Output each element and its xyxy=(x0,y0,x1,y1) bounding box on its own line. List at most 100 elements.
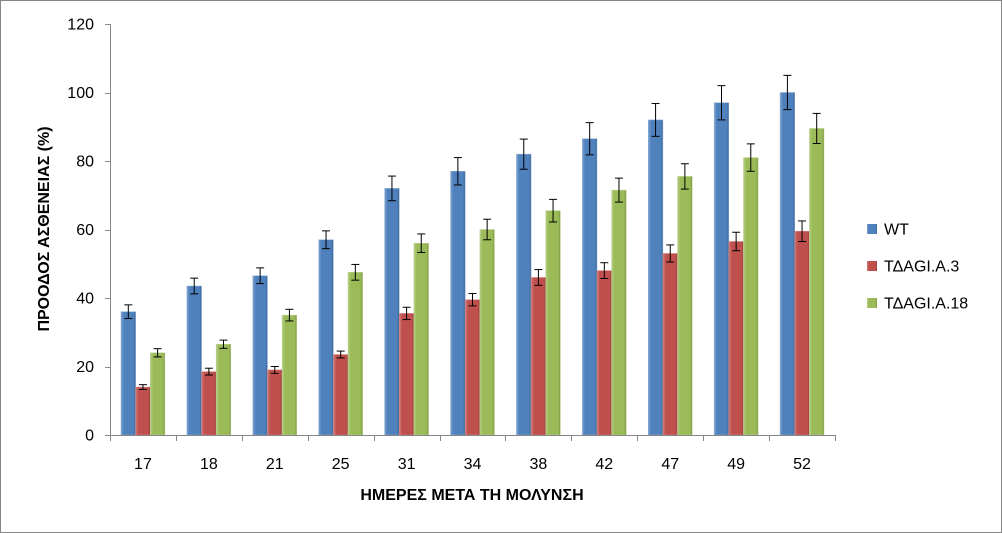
error-bar-series2-34 xyxy=(468,293,477,307)
bar-series3-52 xyxy=(809,128,825,436)
legend-marker-tdagi-a3 xyxy=(867,261,877,271)
error-bar-series2-42 xyxy=(600,262,609,279)
y-tick-label: 40 xyxy=(76,291,94,308)
error-bar-series3-34 xyxy=(483,218,492,241)
bar-series2-34 xyxy=(464,299,481,436)
error-bar-series2-31 xyxy=(402,306,411,321)
bar-series2-18 xyxy=(201,371,217,436)
legend-item-wt: WT xyxy=(867,222,909,239)
error-bar-series3-52 xyxy=(812,112,821,145)
x-tick-label: 18 xyxy=(200,456,218,473)
bar-series1-17 xyxy=(120,311,136,436)
bar-series3-17 xyxy=(150,352,166,436)
x-axis-title: ΗΜΕΡΕΣ ΜΕΤΑ ΤΗ ΜΟΛΥΝΣΗ xyxy=(360,487,583,504)
error-bar-series3-47 xyxy=(680,163,689,190)
bars xyxy=(120,92,825,436)
bar-series3-49 xyxy=(743,157,759,436)
y-tick-label: 20 xyxy=(76,359,94,376)
y-tick-label: 60 xyxy=(76,222,94,239)
bar-series1-25 xyxy=(318,239,334,436)
legend-item-tdagi-a3: ΤΔAGI.A.3 xyxy=(867,259,959,276)
x-tick-label: 52 xyxy=(793,456,811,473)
error-bar-series1-47 xyxy=(651,102,660,137)
y-axis-title: ΠΡΟΟΔΟΣ ΑΣΘΕΝΕΙΑΣ (%) xyxy=(36,126,53,331)
error-bar-series3-21 xyxy=(285,308,294,322)
y-tick-label: 100 xyxy=(67,85,94,102)
x-tick-label: 38 xyxy=(530,456,548,473)
bar-series2-31 xyxy=(399,313,415,436)
bar-series3-42 xyxy=(611,189,627,436)
error-bar-series2-49 xyxy=(732,231,741,252)
y-tick-label: 120 xyxy=(67,17,94,34)
error-bar-series1-52 xyxy=(783,74,792,111)
error-bar-series2-21 xyxy=(270,366,279,374)
error-bar-series2-38 xyxy=(534,269,543,286)
legend-label-tdagi-a3: ΤΔAGI.A.3 xyxy=(884,259,959,276)
error-bar-series1-18 xyxy=(190,277,199,295)
legend-label-wt: WT xyxy=(884,222,909,239)
error-bars xyxy=(124,74,821,390)
bar-series2-42 xyxy=(596,270,612,436)
error-bar-series1-49 xyxy=(717,85,726,121)
error-bar-series1-34 xyxy=(453,157,462,186)
error-bar-series3-42 xyxy=(614,177,623,203)
bar-series2-52 xyxy=(794,230,810,436)
bar-series2-25 xyxy=(333,354,349,436)
legend-item-tdagi-a18: ΤΔAGI.A.18 xyxy=(867,296,968,313)
error-bar-series1-21 xyxy=(256,267,265,285)
bar-series1-21 xyxy=(252,275,268,436)
x-tick-label: 42 xyxy=(595,456,613,473)
y-axis-ticks: 0 20 40 60 80 100 120 xyxy=(67,17,110,445)
error-bar-series3-38 xyxy=(549,198,558,223)
x-tick-label: 34 xyxy=(464,456,482,473)
error-bar-series3-49 xyxy=(746,143,755,172)
bar-series1-38 xyxy=(516,153,532,436)
error-bar-series2-17 xyxy=(138,384,147,390)
error-bar-series2-52 xyxy=(798,220,807,242)
bar-series3-31 xyxy=(413,242,429,436)
legend-marker-tdagi-a18 xyxy=(867,298,877,308)
legend-marker-wt xyxy=(867,224,877,234)
bar-series3-47 xyxy=(677,176,693,436)
error-bar-series3-18 xyxy=(219,339,228,349)
bar-series3-38 xyxy=(545,210,561,436)
error-bar-series2-47 xyxy=(666,244,675,263)
bar-series1-42 xyxy=(582,138,598,436)
bar-series2-17 xyxy=(135,386,151,436)
bar-series1-34 xyxy=(450,171,466,436)
x-tick-label: 17 xyxy=(134,456,152,473)
error-bar-series3-17 xyxy=(153,348,162,358)
error-bar-series2-25 xyxy=(336,350,345,359)
x-axis-ticks: 17 18 21 25 31 34 38 42 47 49 52 xyxy=(110,435,836,473)
x-tick-label: 21 xyxy=(266,456,284,473)
bar-series2-38 xyxy=(530,277,546,436)
y-tick-label: 80 xyxy=(76,154,94,171)
legend: WT ΤΔAGI.A.3 ΤΔAGI.A.18 xyxy=(867,222,968,313)
x-tick-label: 49 xyxy=(727,456,745,473)
x-tick-label: 31 xyxy=(398,456,416,473)
bar-series1-52 xyxy=(779,92,795,436)
error-bar-series1-38 xyxy=(519,138,528,170)
bar-series3-34 xyxy=(479,229,495,436)
bar-series1-49 xyxy=(713,102,730,436)
x-tick-label: 47 xyxy=(661,456,679,473)
bar-series3-18 xyxy=(215,343,232,436)
error-bar-series3-25 xyxy=(351,263,360,281)
bar-series2-47 xyxy=(662,253,678,436)
y-tick-label: 0 xyxy=(85,428,94,445)
plot-area: 0 20 40 60 80 100 120 17 18 21 25 31 34 38 42 47 49 52 xyxy=(67,17,836,473)
error-bar-series2-18 xyxy=(204,367,213,376)
error-bar-series1-25 xyxy=(322,230,331,250)
bar-series1-31 xyxy=(384,188,400,436)
bar-series1-47 xyxy=(648,119,664,436)
bar-series3-21 xyxy=(281,314,297,436)
legend-label-tdagi-a18: ΤΔAGI.A.18 xyxy=(884,296,968,313)
error-bar-series3-31 xyxy=(417,233,426,253)
bar-series1-18 xyxy=(186,285,202,436)
bar-series3-25 xyxy=(347,272,363,436)
bar-series2-49 xyxy=(728,241,744,436)
bar-series2-21 xyxy=(267,369,283,436)
